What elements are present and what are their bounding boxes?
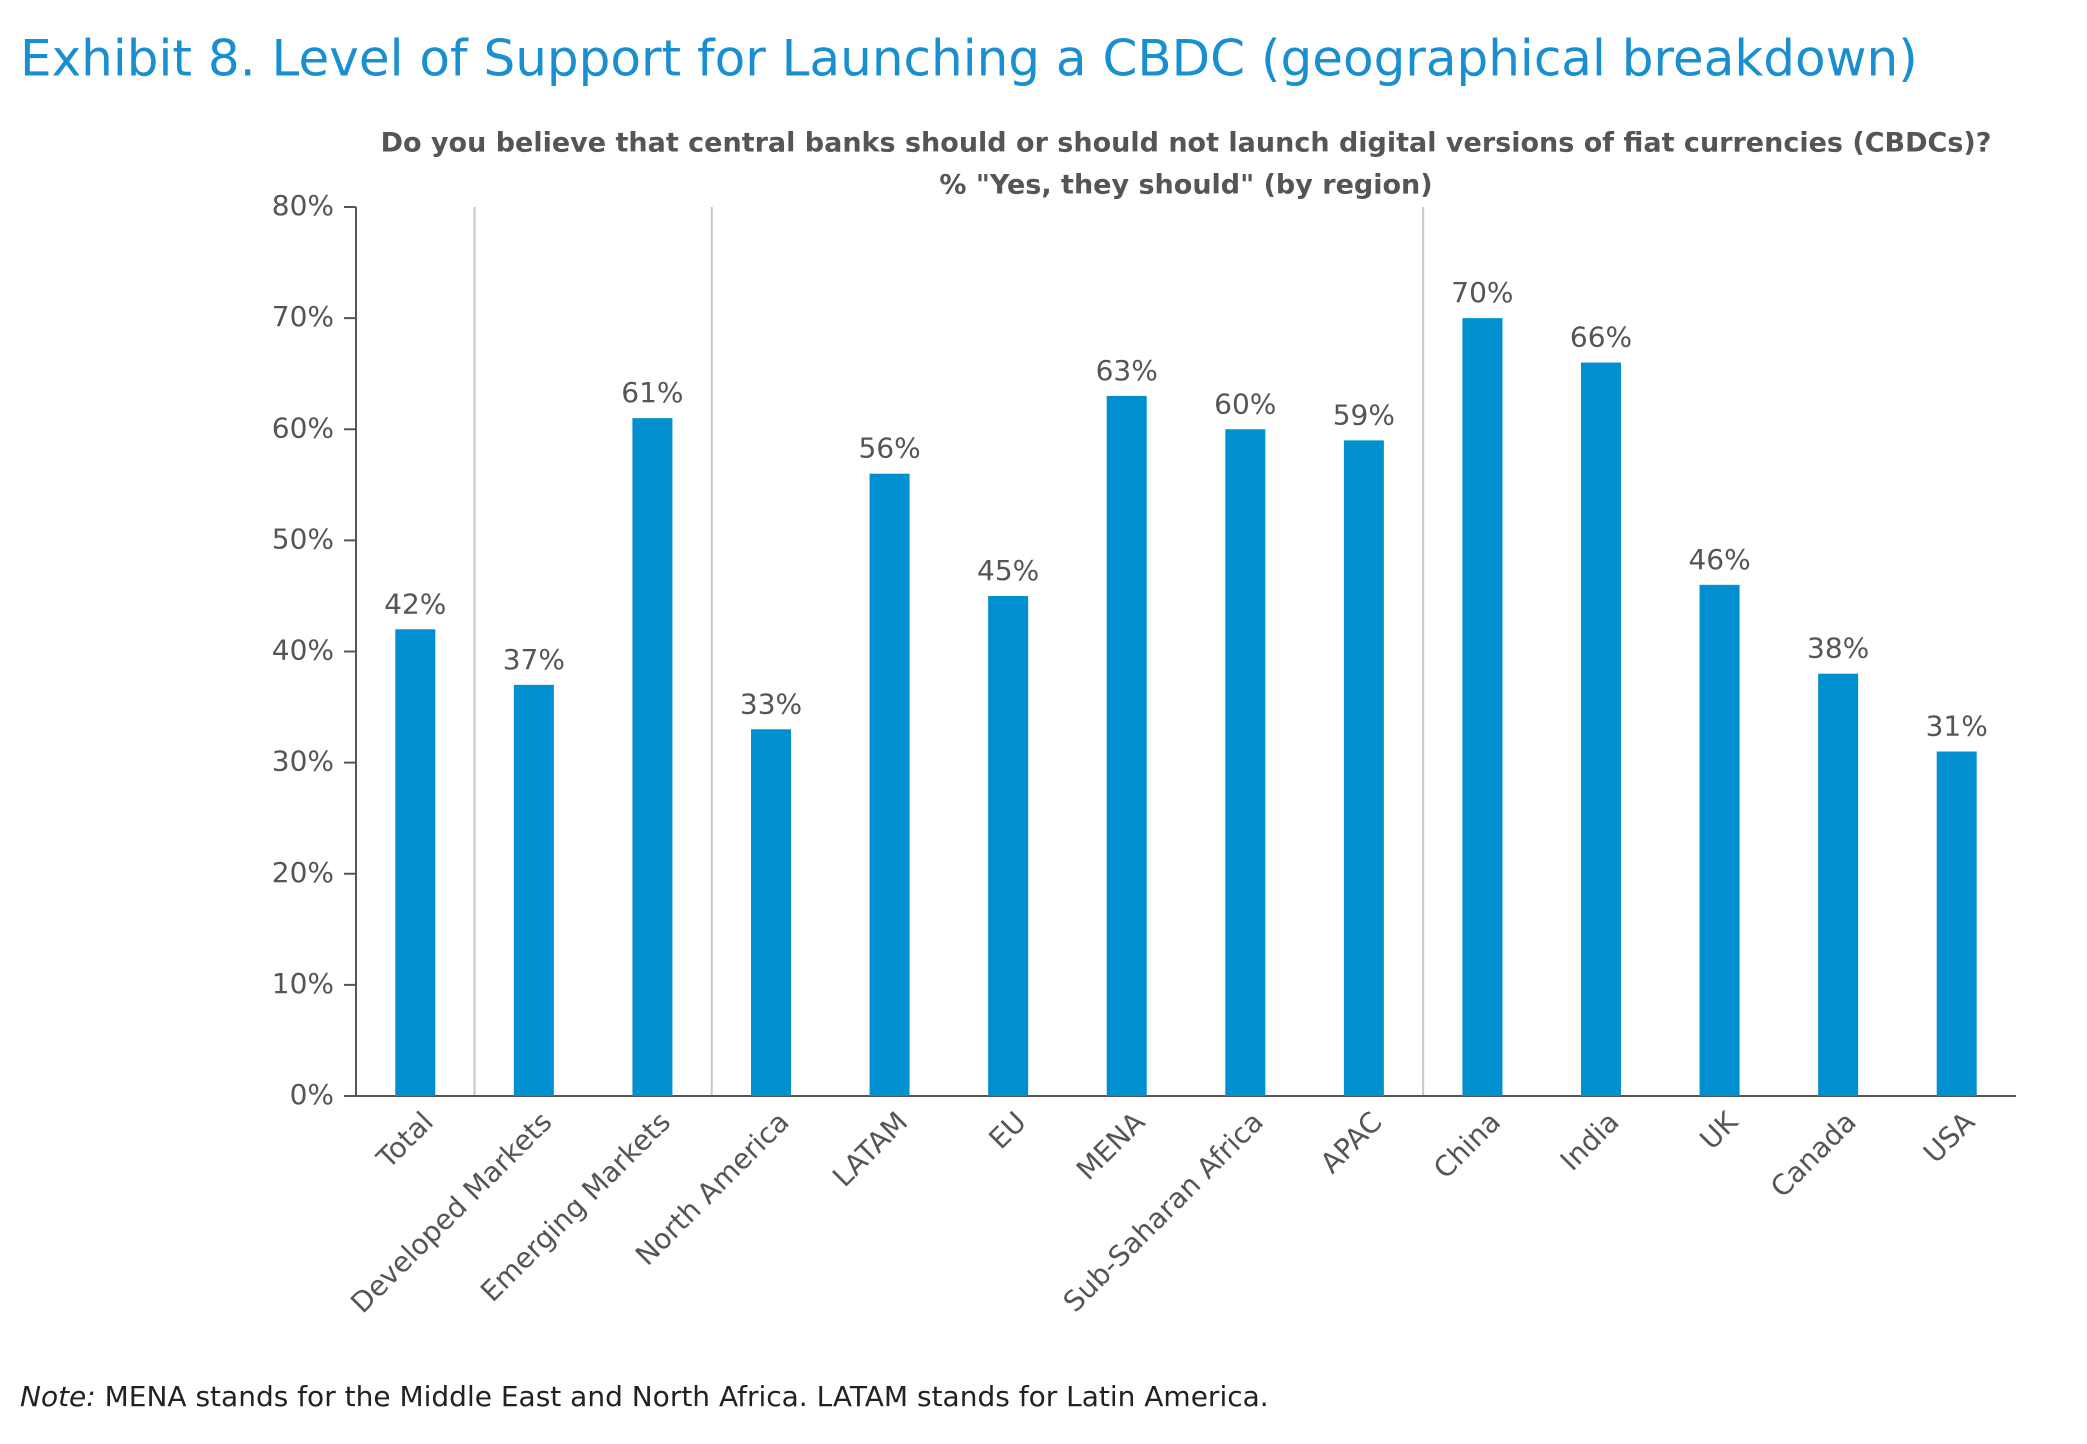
- x-tick-label: Canada: [1764, 1105, 1863, 1204]
- x-tick-label: MENA: [1070, 1105, 1151, 1186]
- y-tick-label: 40%: [272, 634, 334, 667]
- y-tick-label: 20%: [272, 856, 334, 889]
- bar: [513, 684, 554, 1096]
- bar: [988, 595, 1029, 1096]
- x-tick-label: Sub-Saharan Africa: [1057, 1105, 1270, 1318]
- value-label: 45%: [977, 554, 1039, 587]
- value-label: 70%: [1451, 276, 1513, 309]
- value-label: 38%: [1807, 632, 1869, 665]
- value-label: 33%: [740, 687, 802, 720]
- value-label: 42%: [384, 587, 446, 620]
- x-tick-label: LATAM: [826, 1105, 914, 1193]
- bar: [751, 729, 791, 1096]
- value-label: 46%: [1688, 543, 1750, 576]
- bar: [395, 629, 436, 1096]
- chart-subtitle: Do you believe that central banks should…: [381, 128, 1992, 159]
- x-tick-label: India: [1554, 1105, 1626, 1177]
- bar: [1936, 751, 1977, 1096]
- note: Note: MENA stands for the Middle East an…: [20, 1380, 1269, 1413]
- x-tick-label: USA: [1917, 1105, 1981, 1169]
- x-tick-label: Total: [370, 1105, 440, 1175]
- bar: [1343, 440, 1384, 1096]
- y-tick-label: 70%: [272, 300, 334, 333]
- value-label: 31%: [1926, 710, 1988, 743]
- y-tick-label: 80%: [272, 189, 334, 222]
- x-tick-label: APAC: [1314, 1105, 1389, 1180]
- chart-title: Exhibit 8. Level of Support for Launchin…: [20, 30, 1918, 88]
- note-label: Note:: [20, 1380, 96, 1413]
- value-label: 60%: [1214, 387, 1276, 420]
- y-tick-label: 0%: [290, 1078, 334, 1111]
- bar: [869, 473, 910, 1096]
- x-tick-label: EU: [982, 1105, 1032, 1155]
- value-label: 61%: [621, 376, 683, 409]
- y-tick-label: 50%: [272, 522, 334, 555]
- note-text: MENA stands for the Middle East and Nort…: [96, 1380, 1269, 1413]
- y-tick-label: 10%: [272, 967, 334, 1000]
- bar: [1462, 318, 1503, 1096]
- y-tick-label: 60%: [272, 411, 334, 444]
- bar: [1581, 362, 1621, 1096]
- chart-subtitle: % "Yes, they should" (by region): [939, 170, 1432, 201]
- x-tick-label: China: [1427, 1105, 1507, 1185]
- bar: [632, 418, 673, 1096]
- bar: [1818, 673, 1859, 1096]
- y-tick-label: 30%: [272, 745, 334, 778]
- bar: [1699, 584, 1740, 1096]
- value-label: 37%: [503, 643, 565, 676]
- value-label: 66%: [1570, 321, 1632, 354]
- value-label: 59%: [1333, 398, 1395, 431]
- value-label: 56%: [858, 432, 920, 465]
- bar: [1225, 429, 1266, 1096]
- bar: [1106, 395, 1147, 1097]
- x-tick-label: UK: [1693, 1105, 1744, 1156]
- x-tick-label: Developed Markets: [344, 1105, 558, 1319]
- value-label: 63%: [1096, 354, 1158, 387]
